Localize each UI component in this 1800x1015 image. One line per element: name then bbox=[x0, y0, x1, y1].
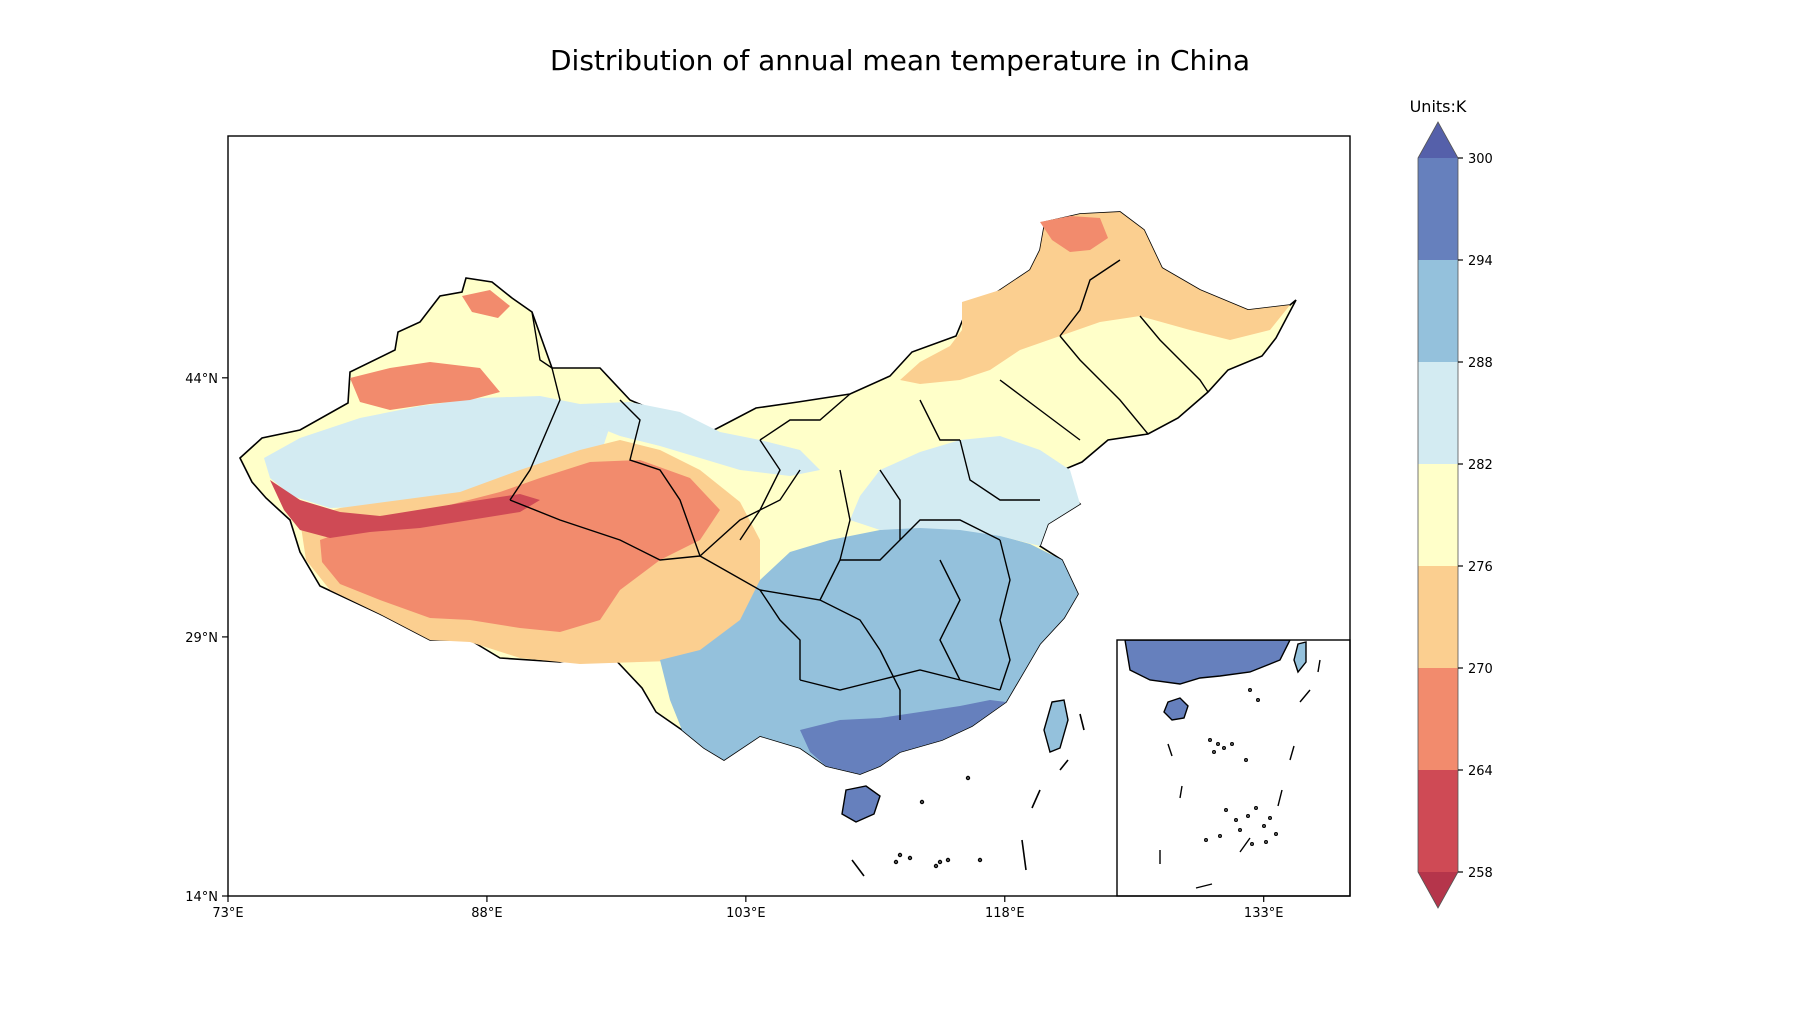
chart-title: Distribution of annual mean temperature … bbox=[550, 44, 1250, 77]
colorbar-over-extend bbox=[1418, 122, 1458, 158]
x-tick-label: 73°E bbox=[212, 906, 243, 921]
x-tick-label: 133°E bbox=[1244, 906, 1284, 921]
colorbar-segment bbox=[1418, 668, 1458, 770]
inset-mainland-coast bbox=[1124, 640, 1291, 685]
y-tick-label: 44°N bbox=[185, 372, 218, 387]
hainan-island bbox=[841, 785, 881, 823]
taiwan-island bbox=[1043, 699, 1069, 753]
colorbar-segment bbox=[1418, 464, 1458, 566]
kunlun-deep-red-zone bbox=[270, 480, 540, 538]
colorbar: 258 264 270 276 282 288 294 300 Units:K bbox=[1410, 97, 1493, 909]
colorbar-segment bbox=[1418, 158, 1458, 260]
y-tick-label: 14°N bbox=[185, 890, 218, 905]
colorbar-segment bbox=[1418, 260, 1458, 362]
altai-orange-zone bbox=[462, 290, 510, 318]
x-tick-label: 118°E bbox=[985, 906, 1025, 921]
inset-frame-bg bbox=[1117, 640, 1350, 896]
south-china-sea-inset bbox=[1116, 639, 1351, 897]
south-coast-dark-blue-zone bbox=[800, 700, 1006, 774]
colorbar-tick-label: 294 bbox=[1468, 254, 1493, 269]
colorbar-units-label: Units:K bbox=[1410, 97, 1467, 116]
inset-taiwan bbox=[1293, 641, 1307, 674]
colorbar-tick-label: 288 bbox=[1468, 356, 1493, 371]
tianshan-orange-zone bbox=[350, 362, 500, 410]
colorbar-tick-label: 264 bbox=[1468, 764, 1493, 779]
colorbar-segment bbox=[1418, 770, 1458, 872]
map-axis-ticks: 73°E 88°E 103°E 118°E 133°E 44°N 29°N 14°N bbox=[185, 372, 1283, 921]
colorbar-tick-label: 270 bbox=[1468, 662, 1493, 677]
colorbar-tick-label: 282 bbox=[1468, 458, 1493, 473]
inset-islands bbox=[1159, 659, 1321, 889]
colorbar-under-extend bbox=[1418, 872, 1458, 908]
northeast-peach-zone bbox=[900, 212, 1290, 384]
y-tick-label: 29°N bbox=[185, 631, 218, 646]
colorbar-segment bbox=[1418, 566, 1458, 668]
colorbar-tick-label: 300 bbox=[1468, 152, 1493, 167]
colorbar-tick-label: 276 bbox=[1468, 560, 1493, 575]
greater-khingan-orange-zone bbox=[1040, 216, 1108, 252]
south-sea-islands bbox=[851, 713, 1085, 877]
plateau-orange-zone bbox=[320, 460, 720, 632]
x-tick-label: 88°E bbox=[471, 906, 502, 921]
north-china-light-blue-zone bbox=[850, 436, 1080, 546]
china-map bbox=[239, 211, 1297, 877]
map-frame bbox=[227, 135, 1351, 897]
x-tick-label: 103°E bbox=[726, 906, 766, 921]
province-borders bbox=[509, 259, 1209, 720]
colorbar-segment bbox=[1418, 362, 1458, 464]
inset-hainan bbox=[1163, 697, 1189, 721]
colorbar-tick-label: 258 bbox=[1468, 866, 1493, 881]
